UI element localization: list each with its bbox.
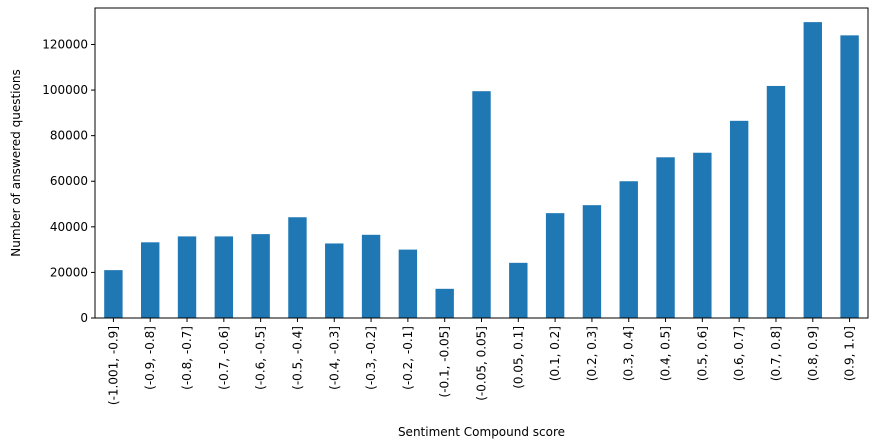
x-tick-label: (0.5, 0.6] — [695, 326, 709, 381]
x-tick-label: (-0.4, -0.3] — [327, 326, 341, 390]
y-tick-label: 120000 — [42, 37, 88, 51]
bar-6 — [325, 243, 344, 318]
bar-14 — [619, 181, 638, 318]
x-tick-label: (-0.05, 0.05] — [475, 326, 489, 401]
bar-18 — [766, 85, 786, 319]
y-axis: 0 20000 40000 60000 80000 100000 120000 — [42, 37, 95, 325]
y-tick-label: 100000 — [42, 83, 88, 97]
x-tick-label: (-0.1, -0.05] — [438, 326, 452, 397]
bar-1 — [141, 242, 160, 318]
bar-11 — [509, 262, 528, 318]
x-tick-label: (-0.3, -0.2] — [364, 326, 378, 390]
bar-9 — [435, 288, 454, 318]
bar-12 — [545, 213, 565, 318]
bar-19 — [803, 22, 822, 318]
x-tick-label: (-0.5, -0.4] — [290, 326, 304, 390]
x-tick-label: (-0.7, -0.6] — [217, 326, 231, 390]
x-tick-label: (0.1, 0.2] — [548, 326, 562, 381]
y-tick-label: 20000 — [50, 265, 88, 279]
y-tick-label: 60000 — [50, 174, 88, 188]
x-tick-label: (0.9, 1.0] — [843, 326, 857, 381]
x-tick-label: (-0.9, -0.8] — [143, 326, 157, 390]
bar-0 — [104, 270, 123, 318]
y-axis-label: Number of answered questions — [9, 69, 23, 256]
x-tick-label: (-1.001, -0.9] — [106, 326, 120, 405]
x-tick-label: (0.6, 0.7] — [732, 326, 746, 381]
x-tick-label: (-0.6, -0.5] — [254, 326, 268, 390]
bar-4 — [251, 234, 270, 318]
bar-10 — [472, 91, 491, 318]
x-tick-label: (0.05, 0.1] — [511, 326, 525, 389]
bar-13 — [582, 205, 602, 318]
bar-15 — [656, 157, 675, 318]
x-axis-label: Sentiment Compound score — [398, 425, 565, 439]
x-tick-label: (0.8, 0.9] — [806, 326, 820, 381]
x-tick-label: (0.7, 0.8] — [769, 326, 783, 381]
x-axis: (-1.001, -0.9] (-0.9, -0.8] (-0.8, -0.7] (-… — [106, 318, 857, 405]
bar-5 — [288, 217, 307, 318]
x-tick-label: (0.2, 0.3] — [585, 326, 599, 381]
bars — [104, 22, 859, 319]
bar-20 — [840, 35, 859, 318]
x-tick-label: (0.3, 0.4] — [622, 326, 636, 381]
bar-16 — [693, 152, 712, 318]
y-tick-label: 40000 — [50, 220, 88, 234]
bar-2 — [177, 236, 197, 318]
bar-7 — [361, 234, 381, 318]
x-tick-label: (-0.2, -0.1] — [401, 326, 415, 390]
x-tick-label: (0.4, 0.5] — [659, 326, 673, 381]
x-tick-label: (-0.8, -0.7] — [180, 326, 194, 390]
bar-8 — [398, 249, 418, 318]
bar-3 — [214, 236, 234, 318]
bar-17 — [729, 120, 749, 318]
y-tick-label: 0 — [80, 311, 88, 325]
y-tick-label: 80000 — [50, 129, 88, 143]
